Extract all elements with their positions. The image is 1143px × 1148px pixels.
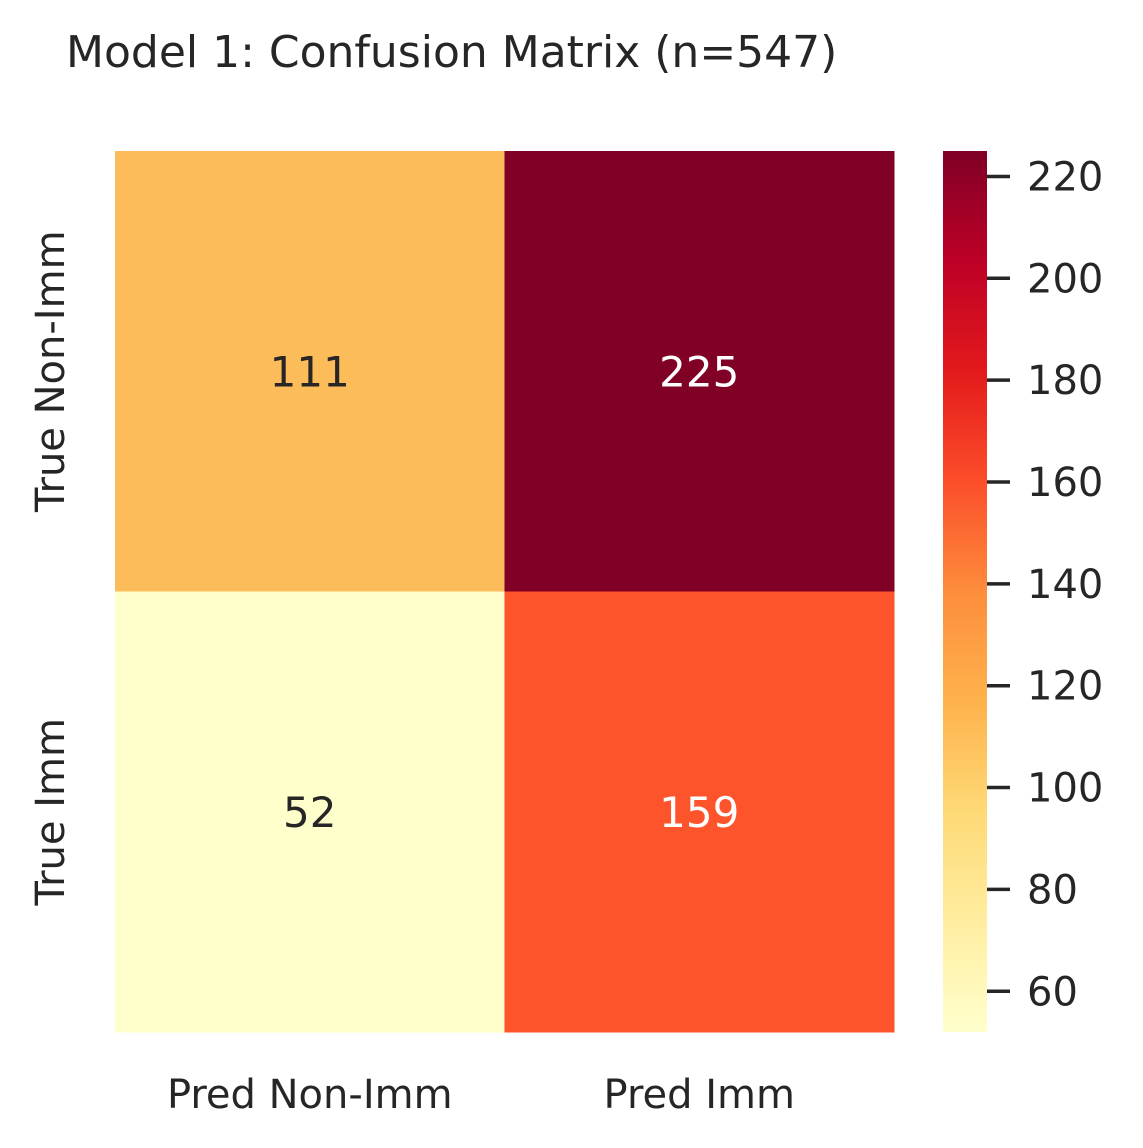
colorbar-tick-label: 80 xyxy=(1027,867,1078,913)
x-tick-label: Pred Non-Imm xyxy=(167,1072,453,1118)
x-axis-tick-labels: Pred Non-Imm Pred Imm xyxy=(167,1072,795,1118)
cell-value-label: 159 xyxy=(659,788,739,837)
colorbar-tick-label: 200 xyxy=(1027,256,1103,302)
colorbar-tick-label: 220 xyxy=(1027,154,1103,200)
colorbar xyxy=(943,151,987,1032)
colorbar-tick-label: 100 xyxy=(1027,766,1103,812)
y-axis-tick-labels: True Non-Imm True Imm xyxy=(28,230,74,906)
heatmap-cell xyxy=(115,151,505,592)
colorbar-tick-label: 140 xyxy=(1027,562,1103,608)
colorbar-ticks: 60 80 100 120 140 160 180 200 220 xyxy=(987,154,1103,1015)
colorbar-tick-label: 180 xyxy=(1027,358,1103,404)
heatmap-cells: 111 225 52 159 xyxy=(115,151,895,1033)
colorbar-tick-label: 60 xyxy=(1027,969,1078,1015)
cell-value-label: 111 xyxy=(270,347,350,396)
heatmap-cell xyxy=(115,591,505,1033)
chart-title: Model 1: Confusion Matrix (n=547) xyxy=(66,27,837,78)
x-tick-label: Pred Imm xyxy=(604,1072,795,1118)
colorbar-tick-label: 120 xyxy=(1027,664,1103,710)
heatmap-cell xyxy=(504,151,895,592)
colorbar-tick-label: 160 xyxy=(1027,460,1103,506)
y-tick-label: True Imm xyxy=(28,718,74,906)
y-tick-label: True Non-Imm xyxy=(28,230,74,513)
cell-value-label: 52 xyxy=(283,788,336,837)
cell-value-label: 225 xyxy=(659,347,739,396)
heatmap-cell xyxy=(504,591,895,1033)
